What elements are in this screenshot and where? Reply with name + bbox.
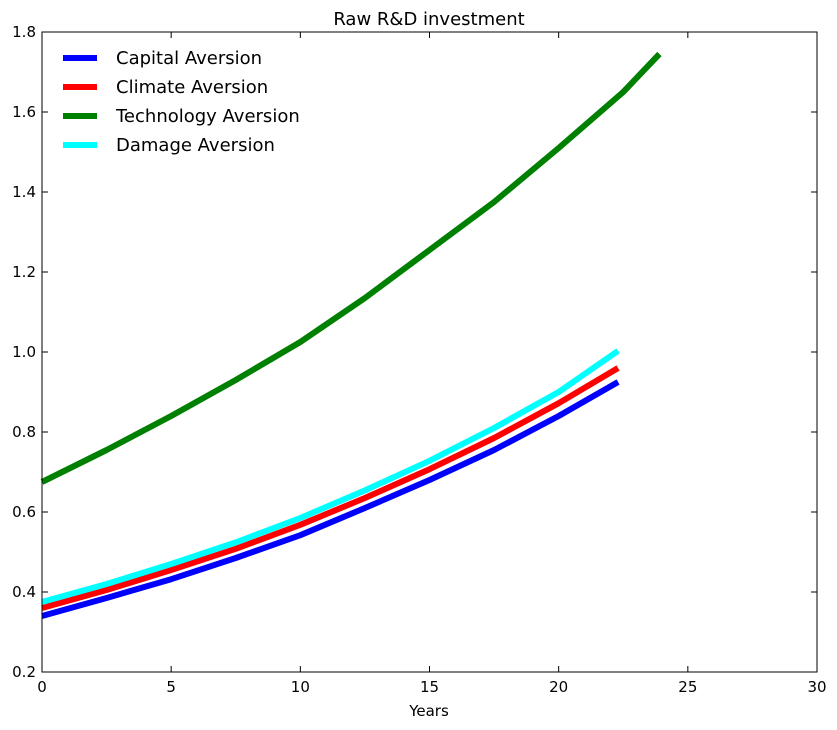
x-tick-label: 15 (420, 678, 439, 696)
y-tick-label: 1.0 (12, 343, 36, 361)
x-tick-label: 10 (291, 678, 310, 696)
y-tick-label: 0.4 (12, 583, 36, 601)
x-tick-label: 20 (549, 678, 568, 696)
legend-label-technology-aversion: Technology Aversion (115, 106, 300, 127)
x-tick-label: 25 (678, 678, 697, 696)
y-tick-label: 0.6 (12, 503, 36, 521)
ticks-layer: 0 5 10 15 20 25 30 0.2 0.4 0.6 0.8 1.0 1.2 1.4 1.6 1.8 (12, 23, 826, 696)
y-tick-label: 1.4 (12, 183, 36, 201)
legend: Capital Aversion Climate Aversion Technolo… (63, 48, 300, 156)
legend-label-capital-aversion: Capital Aversion (116, 48, 262, 69)
y-tick-label: 0.2 (12, 663, 36, 681)
y-tick-label: 1.8 (12, 23, 36, 41)
y-tick-label: 1.6 (12, 103, 36, 121)
series-line-damage-aversion (41, 348, 620, 605)
chart-title: Raw R&D investment (333, 9, 524, 30)
x-axis-label: Years (408, 702, 449, 720)
series-line-climate-aversion (41, 365, 620, 611)
series-line-capital-aversion (41, 379, 620, 619)
series-line-technology-aversion (40, 51, 662, 485)
x-tick-label: 30 (807, 678, 826, 696)
x-tick-label: 0 (37, 678, 47, 696)
x-tick-label: 5 (166, 678, 176, 696)
y-tick-label: 0.8 (12, 423, 36, 441)
legend-label-damage-aversion: Damage Aversion (116, 135, 275, 156)
y-tick-label: 1.2 (12, 263, 36, 281)
series-layer (40, 51, 662, 619)
legend-label-climate-aversion: Climate Aversion (116, 77, 268, 98)
